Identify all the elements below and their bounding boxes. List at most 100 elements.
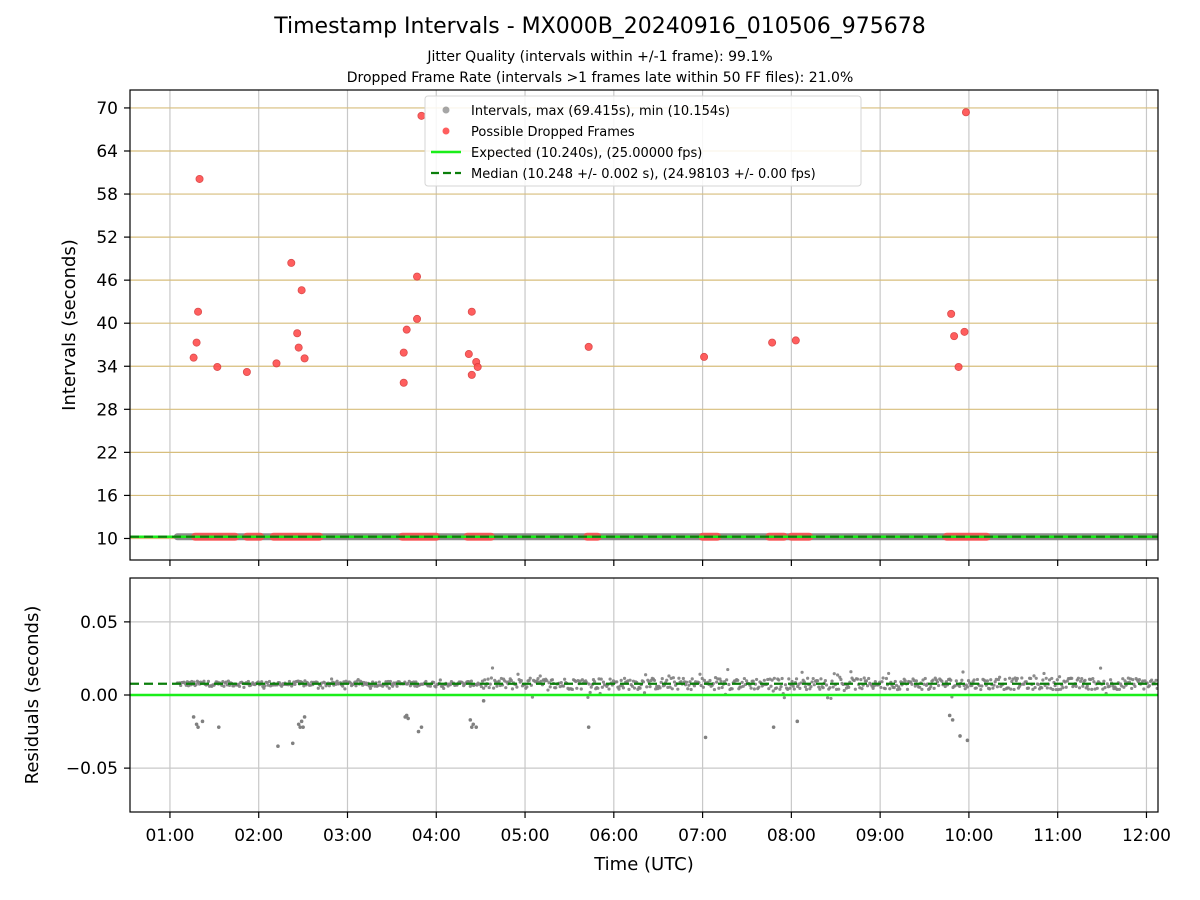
residuals-y-tick-label: 0.05 — [80, 613, 118, 633]
residual-outlier-point — [296, 722, 301, 727]
residual-point — [782, 696, 786, 700]
dropped-frame-point — [768, 338, 777, 347]
residual-point — [688, 680, 692, 684]
residual-point — [777, 678, 781, 682]
residual-point — [354, 684, 358, 688]
residual-point — [579, 687, 583, 691]
chart-subtitle-dropped: Dropped Frame Rate (intervals >1 frames … — [346, 70, 854, 86]
residual-point — [1074, 684, 1078, 688]
residual-point — [862, 676, 866, 680]
residual-point — [1040, 686, 1044, 690]
intervals-y-tick-label: 64 — [96, 142, 118, 162]
residual-point — [1090, 687, 1094, 691]
residual-point — [772, 676, 776, 680]
residual-point — [586, 695, 590, 700]
dropped-frame-point — [213, 362, 222, 371]
residual-point — [638, 686, 642, 690]
residual-point — [391, 684, 395, 688]
residual-outlier-point — [950, 718, 955, 722]
residual-point — [698, 672, 702, 676]
residual-point — [881, 676, 885, 680]
residual-point — [1061, 686, 1065, 690]
intervals-y-axis-label: Intervals (seconds) — [59, 239, 80, 411]
dropped-frame-point — [192, 338, 201, 347]
residual-point — [821, 686, 825, 690]
residual-point — [687, 683, 691, 687]
residual-point — [645, 685, 649, 689]
residual-point — [408, 684, 412, 688]
residual-outlier-point — [468, 718, 473, 722]
residual-point — [804, 687, 809, 692]
residuals-plot-area — [130, 578, 1158, 812]
residual-point — [809, 685, 813, 689]
dropped-frame-point — [413, 272, 422, 281]
residual-point — [931, 678, 935, 682]
residual-point — [685, 680, 689, 684]
residual-point — [794, 677, 799, 681]
residual-point — [575, 686, 579, 690]
residual-point — [811, 676, 815, 681]
residual-point — [395, 684, 399, 688]
residual-point — [482, 686, 486, 690]
dropped-frame-point — [700, 352, 709, 361]
residual-point — [672, 680, 677, 684]
residual-outlier-point — [771, 725, 776, 729]
residual-point — [341, 684, 345, 688]
residual-point — [1086, 687, 1090, 691]
residual-point — [293, 682, 297, 686]
residual-point — [519, 679, 523, 683]
residual-point — [1034, 676, 1038, 680]
residual-point — [1029, 676, 1033, 681]
residual-point — [1079, 679, 1083, 683]
residual-point — [528, 676, 532, 680]
residual-point — [961, 670, 965, 674]
residual-point — [771, 689, 775, 693]
residual-point — [226, 679, 230, 683]
residual-point — [601, 680, 606, 684]
dropped-frame-point — [473, 362, 482, 371]
residuals-y-tick-label: 0.00 — [80, 686, 118, 706]
residual-point — [448, 683, 452, 687]
residual-point — [871, 686, 875, 690]
residual-point — [819, 677, 823, 681]
residual-point — [853, 687, 857, 691]
residual-point — [592, 680, 597, 684]
legend-entry: Median (10.248 +/- 0.002 s), (24.98103 +… — [471, 167, 816, 182]
x-tick-label: 11:00 — [1033, 826, 1082, 846]
residual-point — [730, 687, 734, 691]
legend: Intervals, max (69.415s), min (10.154s) P… — [424, 95, 862, 187]
residual-point — [855, 677, 860, 681]
residual-point — [1155, 686, 1158, 690]
residual-point — [580, 678, 584, 682]
residual-point — [343, 687, 347, 691]
dropped-frame-point — [294, 343, 303, 352]
residual-point — [547, 681, 551, 685]
residual-point — [260, 680, 264, 684]
intervals-y-tick-label: 52 — [96, 228, 118, 248]
residual-point — [892, 686, 896, 690]
residual-point — [1105, 682, 1109, 686]
residual-point — [742, 676, 746, 681]
x-tick-label: 01:00 — [145, 826, 194, 846]
residual-point — [867, 676, 871, 681]
intervals-y-tick-label: 34 — [96, 357, 118, 377]
residual-point — [287, 679, 292, 684]
residual-point — [619, 678, 623, 682]
residual-point — [487, 685, 491, 690]
residual-point — [823, 678, 827, 683]
dropped-frame-point — [413, 314, 422, 323]
residual-point — [660, 677, 664, 681]
residual-point — [701, 685, 705, 689]
residual-point — [348, 681, 353, 685]
dropped-frame-point — [947, 309, 956, 318]
residual-outlier-point — [419, 725, 424, 729]
residual-point — [630, 684, 634, 688]
chart-subtitle-jitter: Jitter Quality (intervals within +/-1 fr… — [427, 49, 773, 65]
residual-point — [1123, 679, 1127, 683]
residual-point — [1108, 678, 1113, 682]
dropped-frame-point — [194, 307, 203, 316]
residual-outlier-point — [947, 713, 952, 718]
residual-point — [677, 676, 681, 680]
residual-point — [929, 684, 933, 689]
residual-outlier-point — [469, 725, 474, 729]
